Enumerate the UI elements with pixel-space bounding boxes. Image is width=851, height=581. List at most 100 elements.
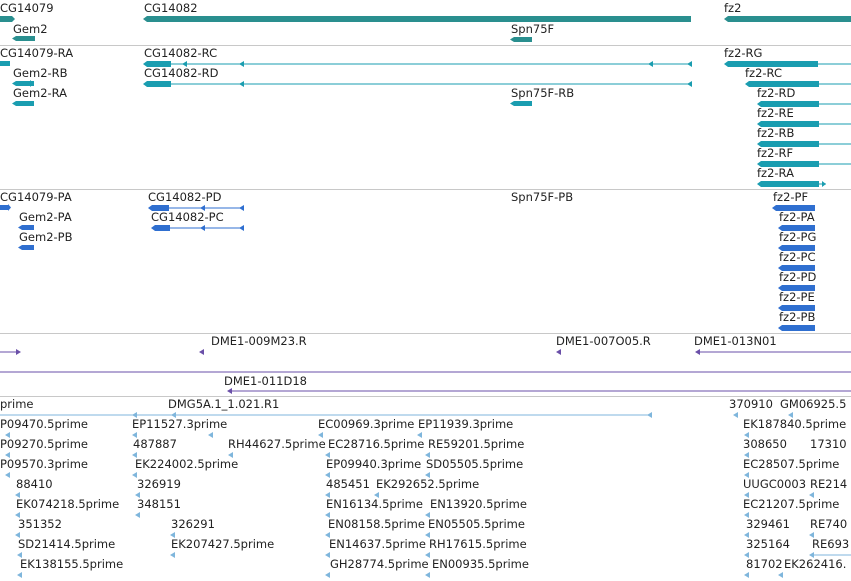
est-label: GM06925.5 xyxy=(780,397,847,411)
transcript-label-spn75f-rb: Spn75F-RB xyxy=(511,86,575,100)
est-label: 326919 xyxy=(137,477,181,491)
est-label: UUGC0003 xyxy=(743,477,807,491)
gene-label-fz2: fz2 xyxy=(724,1,742,15)
protein-gem2-pa[interactable] xyxy=(22,225,34,230)
transcript-cg14082-rc[interactable] xyxy=(147,61,171,67)
est-label: EK224002.5prime xyxy=(135,457,239,471)
clone-dme1-009m23[interactable] xyxy=(199,349,204,355)
est-track xyxy=(0,412,851,578)
est-label: RE214 xyxy=(810,477,848,491)
est-label: 329461 xyxy=(746,517,790,531)
est-label: EN16134.5prime xyxy=(326,497,423,511)
gene-cg14079-bar[interactable] xyxy=(0,16,12,22)
est-label: 88410 xyxy=(16,477,53,491)
gene-label-spn75f: Spn75F xyxy=(511,22,555,36)
est-label: EK138155.5prime xyxy=(20,557,124,571)
gene-spn75f-bar[interactable] xyxy=(514,37,532,42)
transcript-label-fz2-rf: fz2-RF xyxy=(757,146,794,160)
protein-fz2-pa[interactable] xyxy=(782,225,815,231)
transcript-fz2-rf[interactable] xyxy=(761,161,819,167)
est-label: 370910 xyxy=(729,397,773,411)
est-label: 351352 xyxy=(18,517,62,531)
protein-label-cg14082-pd: CG14082-PD xyxy=(148,190,222,204)
est-label: SD21414.5prime xyxy=(18,537,116,551)
est-label: prime xyxy=(0,397,34,411)
protein-fz2-pb[interactable] xyxy=(782,325,815,331)
est-label: DMG5A.1_1.021.R1 xyxy=(168,397,280,411)
protein-label-cg14082-pc: CG14082-PC xyxy=(151,210,224,224)
protein-label-fz2-pa: fz2-PA xyxy=(779,210,815,224)
protein-fz2-pe[interactable] xyxy=(782,305,815,311)
protein-cg14079-pa[interactable] xyxy=(0,205,8,210)
est-label: P09470.5prime xyxy=(0,417,88,431)
est-label: 326291 xyxy=(171,517,215,531)
est-glyph[interactable] xyxy=(132,412,137,418)
est-label: RH44627.5prime xyxy=(228,437,326,451)
gene-gem2-bar[interactable] xyxy=(16,36,35,41)
est-label: RE693 xyxy=(812,537,850,551)
gene-gem2-arrow xyxy=(12,36,16,41)
est-label: EN00935.5prime xyxy=(432,557,529,571)
clone-dme1-011d18[interactable] xyxy=(227,388,232,394)
protein-label-fz2-pc: fz2-PC xyxy=(779,250,816,264)
transcript-fz2-rg[interactable] xyxy=(728,61,818,67)
clone-left-arrow[interactable] xyxy=(16,349,21,355)
est-label: EK074218.5prime xyxy=(16,497,120,511)
protein-fz2-pg[interactable] xyxy=(782,245,815,251)
est-label: 487887 xyxy=(133,437,177,451)
gene-fz2-bar[interactable] xyxy=(728,16,851,22)
transcript-label-fz2-rg: fz2-RG xyxy=(724,46,763,60)
clone-track xyxy=(0,349,851,394)
est-label: 325164 xyxy=(746,537,790,551)
est-label: EK262416. xyxy=(784,557,847,571)
transcript-cg14079-ra[interactable] xyxy=(0,61,10,66)
est-label: 81702 xyxy=(746,557,783,571)
est-label: EN05505.5prime xyxy=(428,517,525,531)
est-label: EN08158.5prime xyxy=(328,517,425,531)
protein-label-gem2-pa: Gem2-PA xyxy=(19,210,72,224)
transcript-fz2-rb[interactable] xyxy=(761,141,819,147)
gene-cg14082-bar[interactable] xyxy=(147,16,691,22)
est-label: EC28716.5prime xyxy=(328,437,425,451)
protein-label-cg14079-pa: CG14079-PA xyxy=(0,190,72,204)
protein-fz2-pd[interactable] xyxy=(782,285,815,291)
gene-label-cg14082: CG14082 xyxy=(144,1,198,15)
est-label: EP09940.3prime xyxy=(326,457,422,471)
transcript-cg14082-rd[interactable] xyxy=(147,81,171,87)
transcript-label-fz2-rb: fz2-RB xyxy=(757,126,795,140)
est-label: EN14637.5prime xyxy=(329,537,426,551)
protein-cg14082-pc[interactable] xyxy=(155,225,170,231)
gene-cg14082-arrow xyxy=(143,16,147,22)
transcript-fz2-rc[interactable] xyxy=(749,81,819,87)
gene-cg14079-arrow xyxy=(12,16,15,22)
clone-label-dme1-007o05: DME1-007O05.R xyxy=(556,334,651,348)
transcript-label-gem2-rb: Gem2-RB xyxy=(13,66,68,80)
transcript-spn75f-rb[interactable] xyxy=(514,101,532,106)
gene-label-gem2: Gem2 xyxy=(13,22,48,36)
transcript-fz2-re[interactable] xyxy=(761,121,819,127)
protein-cg14082-pd[interactable] xyxy=(152,205,169,211)
est-label: EP11939.3prime xyxy=(418,417,514,431)
clone-dme1-007o05[interactable] xyxy=(556,349,561,355)
gene-fz2-arrow xyxy=(724,16,728,22)
transcript-fz2-rd[interactable] xyxy=(761,101,819,107)
transcript-gem2-rb[interactable] xyxy=(16,81,34,86)
protein-label-fz2-pd: fz2-PD xyxy=(779,270,817,284)
est-label: GH28774.5prime xyxy=(330,557,429,571)
est-label: RE59201.5prime xyxy=(428,437,525,451)
protein-fz2-pf[interactable] xyxy=(776,205,815,211)
est-label: P09270.5prime xyxy=(0,437,88,451)
protein-gem2-pb[interactable] xyxy=(22,245,34,250)
transcript-fz2-ra[interactable] xyxy=(761,181,819,187)
track-separator-clones xyxy=(0,396,851,397)
transcript-label-cg14082-rc: CG14082-RC xyxy=(144,46,218,60)
protein-label-spn75f-pb: Spn75F-PB xyxy=(511,190,574,204)
clone-dme1-013n01[interactable] xyxy=(695,349,700,355)
protein-fz2-pc[interactable] xyxy=(782,265,815,271)
transcript-track xyxy=(0,61,851,187)
gene-label-cg14079: CG14079 xyxy=(0,1,54,15)
track-separator-transcripts xyxy=(0,189,851,190)
gene-spn75f-arrow xyxy=(510,37,514,42)
transcript-gem2-ra[interactable] xyxy=(16,101,34,106)
est-label: EK292652.5prime xyxy=(376,477,480,491)
